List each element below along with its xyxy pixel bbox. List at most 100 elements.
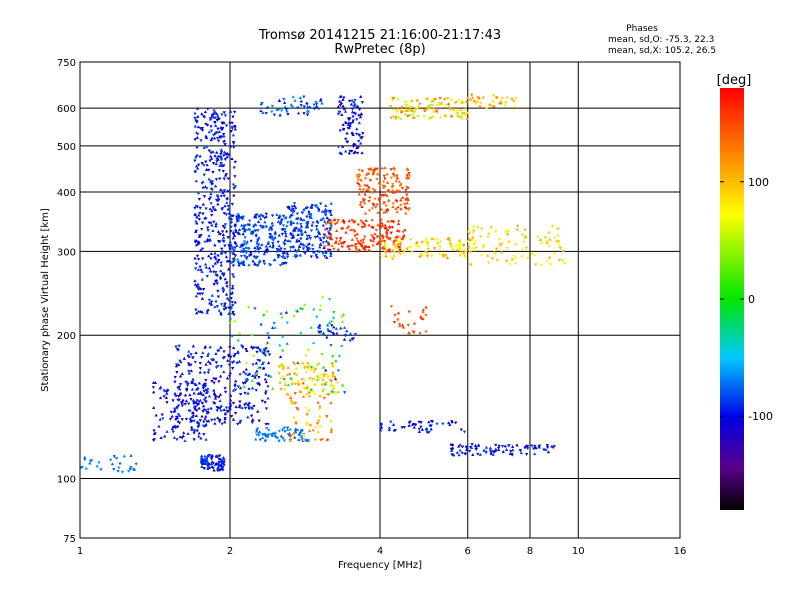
data-point bbox=[386, 189, 391, 193]
data-point bbox=[341, 122, 345, 126]
data-point bbox=[184, 380, 188, 384]
data-point bbox=[290, 106, 295, 110]
data-point bbox=[486, 261, 491, 265]
data-point bbox=[215, 409, 219, 413]
data-point bbox=[345, 140, 349, 144]
data-point bbox=[225, 155, 230, 159]
data-point bbox=[460, 112, 465, 116]
data-point bbox=[340, 144, 345, 148]
data-point bbox=[413, 423, 418, 427]
data-point bbox=[244, 242, 249, 247]
data-point bbox=[361, 132, 365, 136]
data-point bbox=[405, 197, 410, 202]
data-point bbox=[199, 286, 203, 291]
data-point bbox=[366, 172, 371, 176]
x-axis-label: Frequency [MHz] bbox=[338, 560, 422, 571]
data-point bbox=[504, 260, 509, 264]
data-point bbox=[307, 394, 312, 398]
data-point bbox=[546, 259, 550, 263]
data-point bbox=[194, 405, 198, 409]
data-point bbox=[425, 241, 430, 245]
data-point bbox=[312, 107, 317, 111]
data-point bbox=[198, 370, 202, 374]
data-point bbox=[223, 143, 227, 147]
data-point bbox=[438, 96, 442, 100]
data-point bbox=[421, 310, 425, 314]
data-point bbox=[318, 373, 323, 377]
data-point bbox=[471, 231, 475, 235]
data-point bbox=[408, 237, 413, 241]
data-point bbox=[338, 110, 342, 114]
data-point bbox=[400, 195, 405, 199]
data-point bbox=[321, 252, 325, 256]
data-point bbox=[301, 247, 306, 251]
data-point bbox=[321, 223, 326, 227]
data-point bbox=[177, 413, 182, 417]
data-point bbox=[233, 353, 237, 357]
data-point bbox=[385, 208, 390, 212]
data-point bbox=[406, 114, 410, 119]
data-point bbox=[445, 97, 450, 101]
data-point bbox=[328, 379, 332, 383]
data-point bbox=[443, 254, 447, 258]
data-point bbox=[191, 356, 195, 360]
data-point bbox=[314, 314, 319, 318]
data-point bbox=[305, 206, 310, 210]
data-point bbox=[296, 407, 300, 411]
data-point bbox=[229, 355, 233, 359]
data-point bbox=[367, 168, 371, 172]
data-point bbox=[389, 105, 393, 109]
data-point bbox=[450, 453, 454, 457]
data-point bbox=[353, 112, 358, 116]
data-point bbox=[289, 102, 294, 106]
data-point bbox=[293, 248, 298, 252]
data-point bbox=[480, 253, 484, 258]
data-point bbox=[294, 309, 299, 313]
data-point bbox=[405, 108, 409, 113]
data-point bbox=[341, 312, 346, 316]
data-point bbox=[315, 206, 320, 210]
data-point bbox=[323, 228, 327, 232]
data-point bbox=[223, 412, 228, 416]
data-point bbox=[205, 187, 209, 191]
data-point bbox=[231, 284, 235, 288]
data-point bbox=[356, 238, 360, 243]
data-point bbox=[359, 201, 363, 205]
data-point bbox=[231, 183, 236, 187]
data-point bbox=[204, 409, 208, 413]
data-point bbox=[176, 386, 180, 390]
data-point bbox=[238, 393, 243, 397]
data-point bbox=[232, 233, 237, 237]
data-point bbox=[347, 246, 352, 251]
data-point bbox=[336, 390, 340, 394]
data-point bbox=[193, 256, 197, 260]
data-point bbox=[217, 117, 221, 121]
data-point bbox=[194, 262, 199, 266]
data-point bbox=[476, 452, 480, 456]
data-point bbox=[482, 448, 486, 452]
data-point bbox=[207, 465, 212, 469]
data-point bbox=[228, 316, 233, 320]
data-point bbox=[299, 99, 303, 103]
data-point bbox=[237, 213, 241, 218]
data-point bbox=[207, 298, 212, 302]
data-point bbox=[401, 230, 405, 234]
data-point bbox=[362, 201, 367, 205]
data-point bbox=[515, 228, 520, 232]
data-point bbox=[231, 260, 235, 265]
data-point bbox=[407, 423, 411, 427]
data-point bbox=[402, 426, 407, 430]
data-point bbox=[218, 345, 223, 349]
data-point bbox=[229, 306, 233, 310]
data-point bbox=[461, 251, 466, 255]
data-point bbox=[209, 251, 214, 255]
data-point bbox=[221, 356, 226, 361]
data-point bbox=[446, 101, 451, 106]
data-point bbox=[369, 239, 373, 243]
data-point bbox=[222, 308, 226, 312]
data-point bbox=[282, 100, 287, 104]
data-point bbox=[335, 221, 339, 225]
data-point bbox=[255, 369, 259, 373]
data-point bbox=[226, 208, 230, 212]
